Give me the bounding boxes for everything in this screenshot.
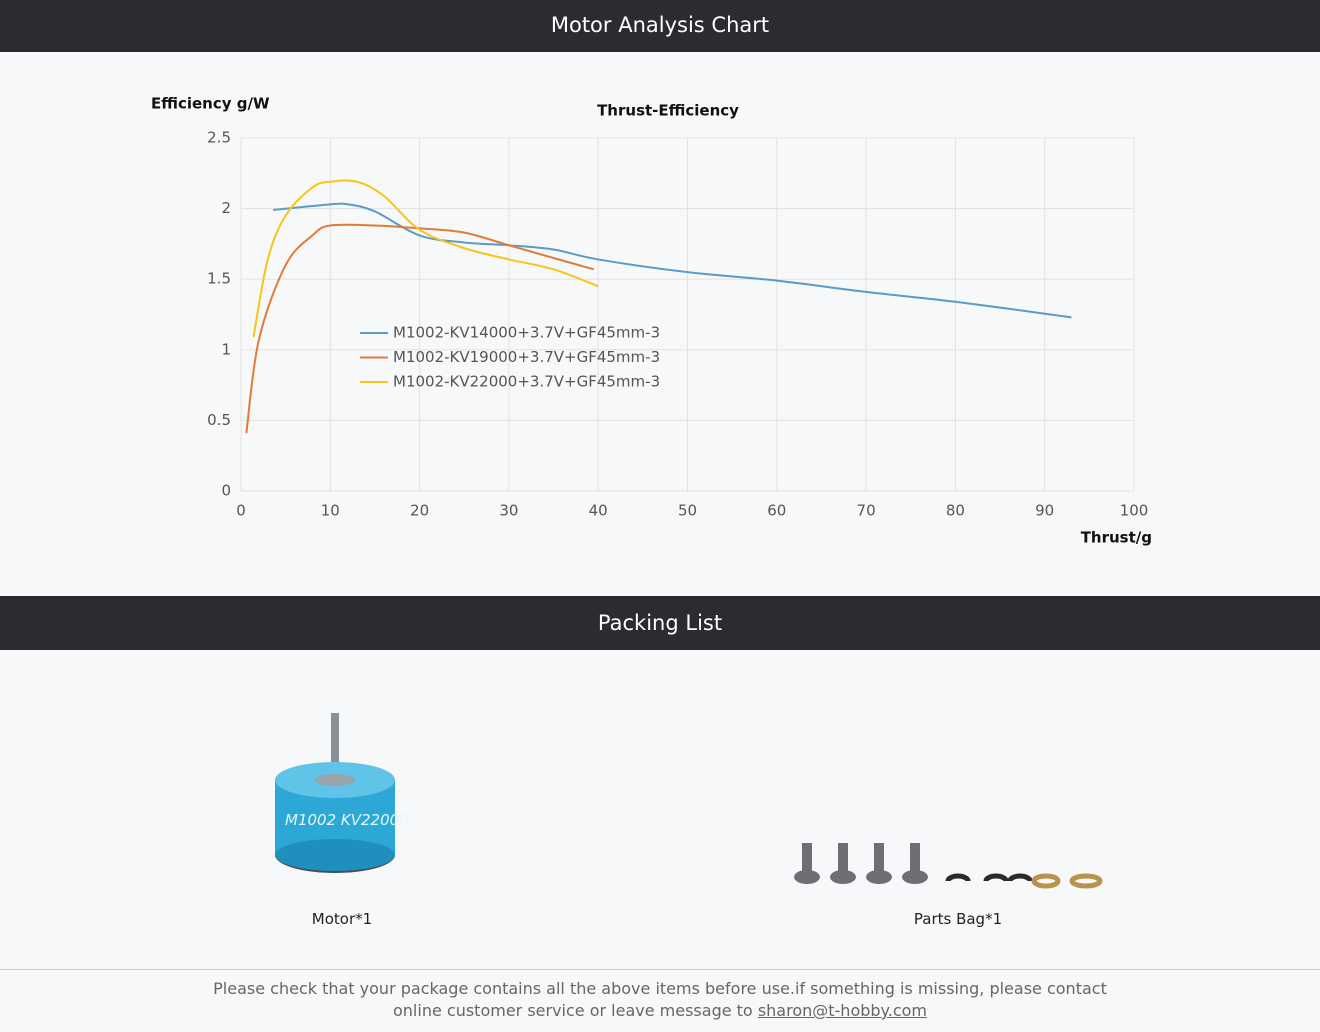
series-line — [252, 179, 599, 338]
y-tick-label: 2 — [221, 199, 231, 217]
y-tick-label: 1.5 — [207, 270, 231, 288]
x-tick-label: 50 — [678, 502, 697, 520]
y-tick-label: 1 — [221, 340, 231, 358]
x-tick-label: 80 — [946, 502, 965, 520]
x-tick-label: 60 — [767, 502, 786, 520]
section-header: Motor Analysis Chart — [0, 0, 1320, 52]
x-axis-title: Thrust/g — [1081, 529, 1152, 547]
motor-image: M1002 KV22000 — [275, 713, 409, 873]
x-tick-label: 10 — [321, 502, 340, 520]
y-tick-label: 2.5 — [207, 129, 231, 147]
x-tick-label: 70 — [857, 502, 876, 520]
x-tick-label: 20 — [410, 502, 429, 520]
y-tick-label: 0.5 — [207, 411, 231, 429]
y-tick-label: 0 — [221, 482, 231, 500]
section-header: Packing List — [0, 596, 1320, 650]
x-tick-label: 0 — [236, 502, 246, 520]
x-tick-label: 100 — [1120, 502, 1149, 520]
x-tick-label: 90 — [1035, 502, 1054, 520]
y-axis-title: Efficiency g/W — [151, 95, 270, 113]
parts-bag-image — [794, 843, 1103, 889]
footer-text: Please check that your package contains … — [213, 979, 1107, 1020]
chart-title: Thrust-Efficiency — [597, 102, 739, 120]
item-label: Parts Bag*1 — [913, 910, 1003, 928]
svg-text:M1002 KV22000: M1002 KV22000 — [285, 811, 409, 829]
chart: Efficiency g/W Thrust-Efficiency Thrust/… — [151, 95, 1152, 547]
footer: Please check that your package contains … — [200, 978, 1120, 1022]
divider — [0, 969, 1320, 970]
item-label: Motor*1 — [311, 910, 373, 928]
series-line — [245, 223, 595, 434]
x-tick-label: 40 — [589, 502, 608, 520]
x-tick-label: 30 — [499, 502, 518, 520]
email-link[interactable]: sharon@t-hobby.com — [757, 1001, 927, 1020]
legend-label: M1002-KV19000+3.7V+GF45mm-3 — [393, 348, 660, 366]
legend-label: M1002-KV22000+3.7V+GF45mm-3 — [393, 373, 660, 391]
legend-label: M1002-KV14000+3.7V+GF45mm-3 — [393, 324, 660, 342]
series-line — [273, 202, 1072, 319]
